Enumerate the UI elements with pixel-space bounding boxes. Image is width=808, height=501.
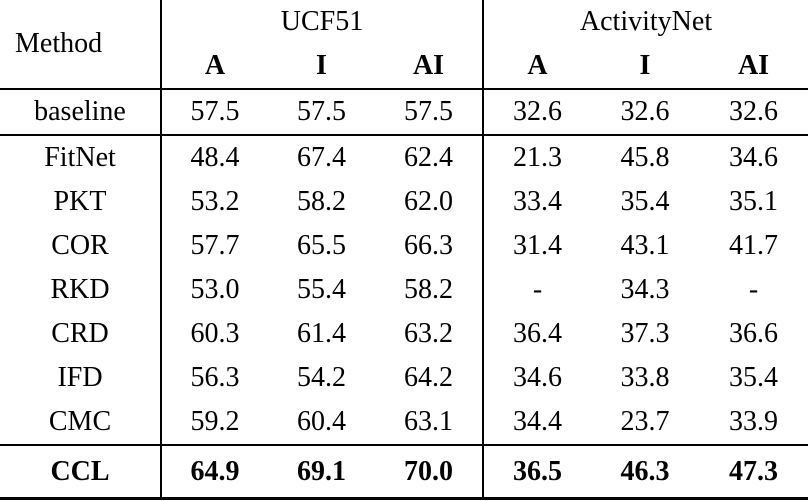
- value-cell: -: [748, 274, 759, 305]
- value-cell: 34.6: [513, 362, 562, 393]
- subheader-anet-i: I: [591, 44, 699, 90]
- value-cell: 57.5: [161, 89, 268, 136]
- value-cell: 32.6: [699, 89, 808, 136]
- subheader-anet-ai: AI: [699, 44, 808, 90]
- value-cell: 63.1: [375, 400, 484, 446]
- method-cell: COR: [0, 224, 162, 268]
- method-cell: CCL: [0, 445, 162, 499]
- header-group-row: Method UCF51 ActivityNet: [0, 0, 808, 90]
- value-cell: 62.0: [375, 180, 484, 224]
- method-cell: IFD: [0, 356, 162, 400]
- value-cell: 48.4: [190, 142, 240, 173]
- value-cell: 62.4: [375, 135, 484, 180]
- group-header-activitynet: ActivityNet: [579, 6, 713, 37]
- value-cell: 47.3: [729, 456, 779, 487]
- value-cell: 66.3: [375, 224, 484, 268]
- method-cell: PKT: [0, 180, 162, 224]
- value-cell: 65.5: [297, 230, 346, 261]
- table-row: IFD 56.3 54.2 64.2 34.6 33.8 35.4: [0, 356, 808, 400]
- subheader-anet-a: A: [483, 44, 591, 90]
- value-cell: -: [532, 274, 543, 305]
- value-cell: 53.0: [190, 274, 240, 305]
- value-cell: 23.7: [591, 400, 699, 446]
- subheader-ucf51-i: I: [268, 44, 375, 90]
- value-cell: 31.4: [513, 230, 562, 261]
- header-sub-row: A I AI A I AI: [0, 44, 808, 90]
- subheader-ucf51-a: A: [161, 44, 268, 90]
- method-cell: CRD: [0, 312, 162, 356]
- value-cell: 33.9: [699, 400, 808, 446]
- value-cell: 55.4: [297, 274, 346, 305]
- method-cell: CMC: [0, 400, 162, 446]
- value-cell: 58.2: [297, 186, 346, 217]
- value-cell: 35.4: [729, 362, 779, 393]
- method-cell: FitNet: [0, 135, 162, 180]
- value-cell: 57.5: [268, 89, 375, 136]
- value-cell: 64.2: [375, 356, 484, 400]
- value-cell: 59.2: [161, 400, 268, 446]
- value-cell: 56.3: [190, 362, 240, 393]
- value-cell: 67.4: [297, 142, 346, 173]
- table-row: baseline 57.5 57.5 57.5 32.6 32.6 32.6: [0, 89, 808, 136]
- table-body: baseline 57.5 57.5 57.5 32.6 32.6 32.6 FitNet 48…: [0, 89, 808, 499]
- value-cell: 32.6: [483, 89, 591, 136]
- value-cell: 63.2: [375, 312, 484, 356]
- value-cell: 21.3: [513, 142, 562, 173]
- value-cell: 36.5: [513, 456, 562, 487]
- value-cell: 70.0: [375, 445, 484, 499]
- table-row: PKT 53.2 58.2 62.0 33.4 35.4 35.1: [0, 180, 808, 224]
- value-cell: 60.3: [190, 318, 240, 349]
- value-cell: 69.1: [297, 456, 346, 487]
- value-cell: 33.8: [620, 362, 670, 393]
- value-cell: 32.6: [591, 89, 699, 136]
- value-cell: 41.7: [729, 230, 779, 261]
- value-cell: 34.3: [620, 274, 670, 305]
- value-cell: 57.7: [190, 230, 240, 261]
- group-header-ucf51: UCF51: [161, 0, 484, 44]
- method-column-header: Method: [0, 0, 162, 90]
- value-cell: 36.4: [513, 318, 562, 349]
- table-row: COR 57.7 65.5 66.3 31.4 43.1 41.7: [0, 224, 808, 268]
- value-cell: 33.4: [513, 186, 562, 217]
- value-cell: 53.2: [190, 186, 240, 217]
- value-cell: 58.2: [375, 268, 484, 312]
- value-cell: 43.1: [620, 230, 670, 261]
- value-cell: 57.5: [375, 89, 484, 136]
- value-cell: 61.4: [297, 318, 346, 349]
- table-row: FitNet 48.4 67.4 62.4 21.3 45.8 34.6: [0, 135, 808, 180]
- value-cell: 64.9: [190, 456, 240, 487]
- table-header: Method UCF51 ActivityNet A I AI A I AI: [0, 0, 808, 90]
- subheader-ucf51-ai: AI: [375, 44, 484, 90]
- table-row: CMC 59.2 60.4 63.1 34.4 23.7 33.9: [0, 400, 808, 446]
- value-cell: 54.2: [297, 362, 346, 393]
- method-cell: RKD: [0, 268, 162, 312]
- table-row: CRD 60.3 61.4 63.2 36.4 37.3 36.6: [0, 312, 808, 356]
- value-cell: 34.6: [729, 142, 779, 173]
- value-cell: 35.4: [620, 186, 670, 217]
- value-cell: 46.3: [620, 456, 670, 487]
- method-cell: baseline: [0, 89, 162, 136]
- value-cell: 37.3: [620, 318, 670, 349]
- value-cell: 36.6: [729, 318, 779, 349]
- table-row: CCL 64.9 69.1 70.0 36.5 46.3 47.3: [0, 445, 808, 499]
- value-cell: 34.4: [483, 400, 591, 446]
- table-row: RKD 53.0 55.4 58.2 - 34.3 -: [0, 268, 808, 312]
- value-cell: 35.1: [729, 186, 779, 217]
- value-cell: 45.8: [620, 142, 670, 173]
- value-cell: 60.4: [268, 400, 375, 446]
